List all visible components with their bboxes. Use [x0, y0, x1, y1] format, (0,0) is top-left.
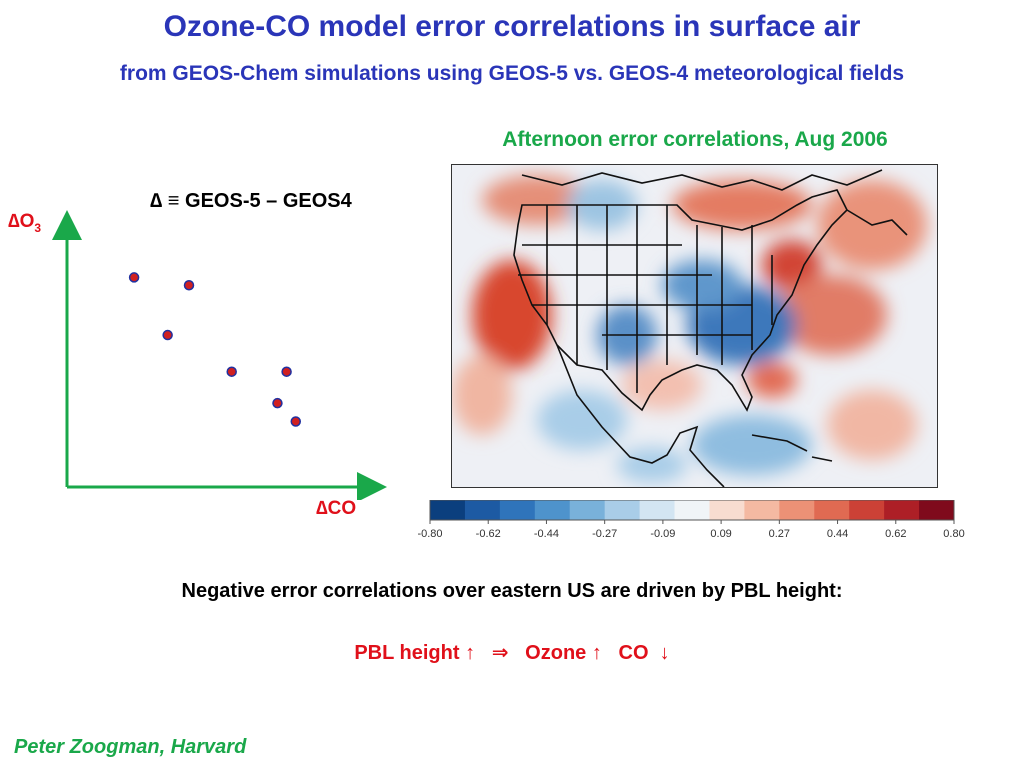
slide-title: Ozone-CO model error correlations in sur…	[163, 10, 861, 43]
scatter-points	[128, 272, 301, 427]
colorbar-tick-label: -0.80	[417, 528, 442, 540]
colorbar-cell	[884, 500, 920, 520]
colorbar-tick-label: -0.62	[476, 528, 501, 540]
map-caption: Afternoon error correlations, Aug 2006	[502, 128, 888, 151]
y-axis-label-delta: ∆O	[8, 211, 35, 232]
colorbar-cells	[429, 500, 955, 521]
colorbar-cell	[919, 500, 955, 520]
delta-definition: ∆ ≡ GEOS-5 – GEOS4	[150, 190, 352, 212]
scatter-point	[162, 329, 173, 341]
scatter-point	[128, 272, 140, 283]
colorbar-cell	[430, 500, 466, 520]
colorbar-tick-label: 0.62	[885, 528, 906, 540]
colorbar-cell	[464, 500, 501, 520]
colorbar-tick-label: 0.80	[943, 528, 964, 540]
colorbar-tick-label: -0.44	[534, 528, 559, 540]
colorbar-cell	[569, 500, 606, 520]
colorbar-tick-label: -0.27	[592, 528, 617, 540]
colorbar-cell	[814, 500, 850, 520]
map-boundaries	[513, 169, 908, 487]
colorbar: -0.80 -0.62 -0.44 -0.27 -0.09 0.09 0.27 0.44 0.6…	[417, 500, 965, 540]
author-credit: Peter Zoogman, Harvard	[14, 736, 247, 758]
scatter-point	[281, 366, 292, 377]
colorbar-cell	[744, 500, 780, 520]
colorbar-cell	[604, 500, 641, 520]
colorbar-cell	[674, 500, 710, 520]
correlation-map-image	[452, 165, 937, 487]
scatter-point	[183, 280, 195, 291]
colorbar-frame	[429, 500, 955, 521]
scatter-point	[226, 366, 237, 377]
schematic-scatter	[52, 210, 387, 500]
conclusion-text: Negative error correlations over eastern…	[181, 580, 843, 602]
pbl-relationship: PBL height ↑ ⇒ Ozone ↑ CO ↓	[354, 642, 670, 664]
colorbar-cell	[709, 500, 745, 520]
colorbar-cell	[779, 500, 815, 520]
colorbar-cell	[499, 500, 536, 520]
scatter-point	[290, 416, 301, 427]
colorbar-cell	[849, 500, 885, 520]
colorbar-tick-label: -0.09	[650, 528, 675, 540]
colorbar-ticks: -0.80 -0.62 -0.44 -0.27 -0.09 0.09 0.27 0.44 0.6…	[417, 520, 965, 540]
colorbar-tick-label: 0.27	[769, 528, 790, 540]
y-axis-label-subscript: 3	[34, 220, 42, 235]
scatter-point	[272, 397, 283, 409]
colorbar-cell	[639, 500, 676, 520]
colorbar-tick-label: 0.44	[827, 528, 848, 540]
correlation-map	[451, 164, 938, 488]
x-axis-label: ∆CO	[316, 498, 357, 519]
slide-subtitle: from GEOS-Chem simulations using GEOS-5 …	[119, 62, 905, 85]
colorbar-tick-label: 0.09	[710, 528, 731, 540]
colorbar-cell	[534, 500, 571, 520]
y-axis-label: ∆O3	[8, 211, 41, 235]
